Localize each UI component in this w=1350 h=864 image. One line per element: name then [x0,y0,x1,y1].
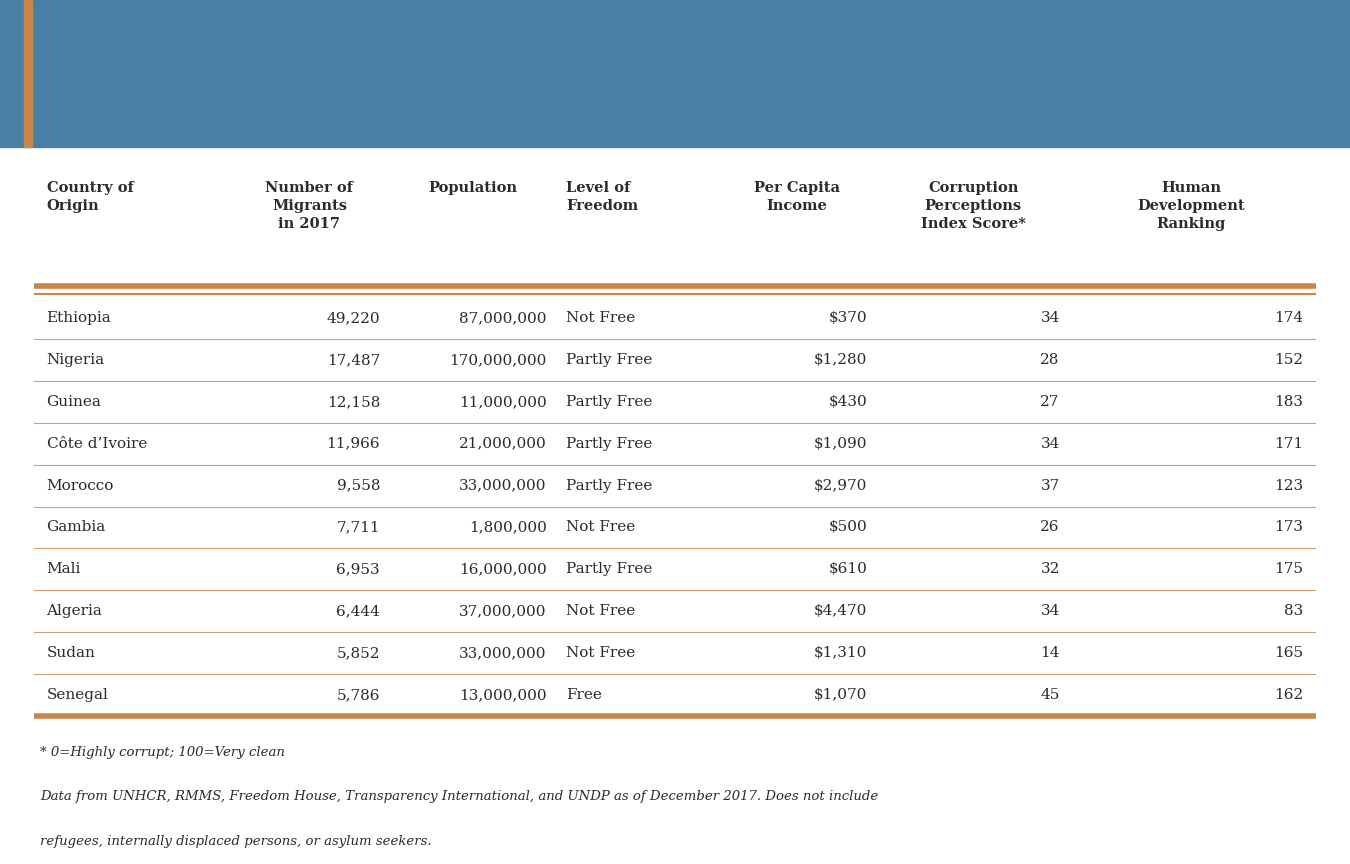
Text: Guinea: Guinea [46,395,101,409]
Text: Mali: Mali [46,562,81,576]
Text: Senegal: Senegal [46,688,108,702]
Text: 34: 34 [1041,604,1060,619]
Text: 49,220: 49,220 [327,311,381,325]
Text: 123: 123 [1274,479,1303,492]
Text: 5,786: 5,786 [336,688,381,702]
Text: 173: 173 [1274,520,1303,535]
Text: $430: $430 [829,395,867,409]
Text: * 0=Highly corrupt; 100=Very clean: * 0=Highly corrupt; 100=Very clean [40,746,285,759]
Text: 26: 26 [1041,520,1060,535]
Text: 171: 171 [1274,436,1303,451]
Text: Human
Development
Ranking: Human Development Ranking [1138,181,1245,231]
Text: Partly Free: Partly Free [566,395,652,409]
Text: 14: 14 [1041,646,1060,660]
Text: 162: 162 [1274,688,1303,702]
Text: Partly Free: Partly Free [566,353,652,367]
Text: 83: 83 [1284,604,1303,619]
Text: $1,310: $1,310 [814,646,867,660]
Text: Not Free: Not Free [566,604,636,619]
Text: 12,158: 12,158 [327,395,381,409]
Text: 183: 183 [1274,395,1303,409]
Text: Partly Free: Partly Free [566,479,652,492]
Text: 6,444: 6,444 [336,604,381,619]
Text: FOR STRATEGIC STUDIES: FOR STRATEGIC STUDIES [162,98,421,114]
Text: refugees, internally displaced persons, or asylum seekers.: refugees, internally displaced persons, … [40,835,432,848]
Text: Free: Free [566,688,602,702]
Text: 7,711: 7,711 [336,520,381,535]
Text: 37,000,000: 37,000,000 [459,604,547,619]
Text: 11,000,000: 11,000,000 [459,395,547,409]
Text: 33,000,000: 33,000,000 [459,479,547,492]
Text: Gambia: Gambia [46,520,105,535]
Text: Côte d’Ivoire: Côte d’Ivoire [46,436,147,451]
Text: $610: $610 [829,562,867,576]
Text: Partly Free: Partly Free [566,562,652,576]
Text: Ethiopia: Ethiopia [46,311,111,325]
Text: 34: 34 [1041,311,1060,325]
Text: 28: 28 [1041,353,1060,367]
Text: Level of
Freedom: Level of Freedom [566,181,639,213]
Text: 87,000,000: 87,000,000 [459,311,547,325]
Text: 17,487: 17,487 [327,353,381,367]
Text: 13,000,000: 13,000,000 [459,688,547,702]
Text: 6,953: 6,953 [336,562,381,576]
Text: Population: Population [428,181,517,195]
Text: Nigeria: Nigeria [46,353,105,367]
Text: 1,800,000: 1,800,000 [468,520,547,535]
Text: $1,070: $1,070 [814,688,867,702]
Text: $1,280: $1,280 [814,353,867,367]
Text: $500: $500 [829,520,867,535]
Text: Partly Free: Partly Free [566,436,652,451]
Text: Data from UNHCR, RMMS, Freedom House, Transparency International, and UNDP as of: Data from UNHCR, RMMS, Freedom House, Tr… [40,791,879,804]
Text: 11,966: 11,966 [327,436,381,451]
Text: Country of
Origin: Country of Origin [46,181,134,213]
Text: Top 10 Countries of Origin: Top 10 Countries of Origin [605,92,1061,123]
Text: 175: 175 [1274,562,1303,576]
Text: Corruption
Perceptions
Index Score*: Corruption Perceptions Index Score* [921,181,1026,231]
Text: 152: 152 [1274,353,1303,367]
Text: 32: 32 [1041,562,1060,576]
Text: 45: 45 [1041,688,1060,702]
Text: Per Capita
Income: Per Capita Income [753,181,840,213]
Text: 16,000,000: 16,000,000 [459,562,547,576]
Text: 21,000,000: 21,000,000 [459,436,547,451]
Text: $370: $370 [829,311,867,325]
Text: 37: 37 [1041,479,1060,492]
Text: AFRICA CENTER: AFRICA CENTER [162,37,439,66]
Text: Not Free: Not Free [566,646,636,660]
Text: 9,558: 9,558 [336,479,381,492]
Text: 165: 165 [1274,646,1303,660]
Text: Algeria: Algeria [46,604,103,619]
Text: Morocco: Morocco [46,479,113,492]
Text: $1,090: $1,090 [814,436,867,451]
Text: $4,470: $4,470 [814,604,867,619]
Text: 27: 27 [1041,395,1060,409]
Text: Not Free: Not Free [566,520,636,535]
Text: 174: 174 [1274,311,1303,325]
Text: Not Free: Not Free [566,311,636,325]
Text: 33,000,000: 33,000,000 [459,646,547,660]
Text: 34: 34 [1041,436,1060,451]
Text: Africa’s Economic Migrants:: Africa’s Economic Migrants: [605,33,1091,64]
Text: 5,852: 5,852 [336,646,381,660]
Text: Number of
Migrants
in 2017: Number of Migrants in 2017 [266,181,354,231]
Text: 170,000,000: 170,000,000 [450,353,547,367]
Text: Sudan: Sudan [46,646,96,660]
Text: $2,970: $2,970 [814,479,867,492]
